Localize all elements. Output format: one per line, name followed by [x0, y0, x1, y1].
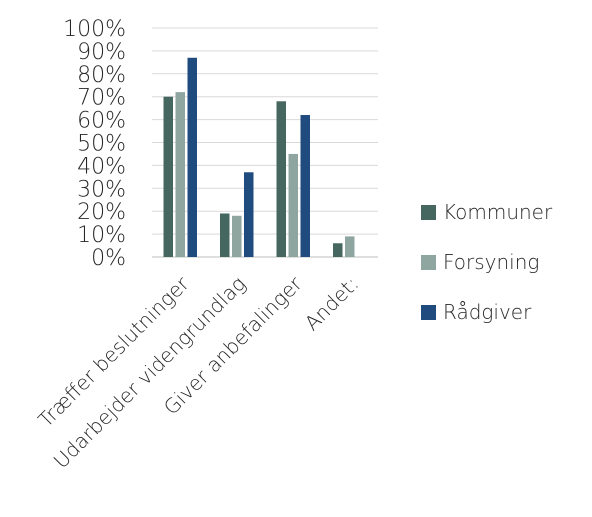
bar	[276, 101, 286, 257]
bar	[232, 215, 242, 257]
y-tick-label: 90%	[77, 40, 126, 65]
bar	[220, 213, 230, 257]
y-tick-label: 60%	[77, 109, 126, 134]
legend-label: Rådgiver	[443, 300, 532, 324]
y-tick-label: 0%	[91, 246, 126, 271]
bar	[163, 96, 173, 257]
y-tick-label: 50%	[77, 132, 126, 157]
gridlines	[152, 27, 378, 258]
y-tick-label: 100%	[63, 17, 126, 42]
y-axis-ticks: 0%10%20%30%40%50%60%70%80%90%100%	[63, 17, 126, 271]
bar	[333, 243, 343, 257]
legend-swatch	[421, 205, 436, 220]
y-tick-label: 80%	[77, 63, 126, 88]
y-tick-label: 40%	[77, 154, 126, 179]
y-tick-label: 70%	[77, 86, 126, 111]
bar	[244, 172, 254, 257]
y-tick-label: 20%	[77, 200, 126, 225]
legend-label: Forsyning	[443, 250, 539, 274]
bars	[163, 57, 355, 258]
bar	[175, 92, 185, 258]
legend: Kommuner Forsyning Rådgiver	[421, 200, 553, 324]
legend-swatch	[421, 255, 436, 270]
bar	[288, 153, 298, 257]
x-category-label: Andet:	[300, 272, 364, 336]
bar	[300, 115, 310, 258]
y-tick-label: 30%	[77, 177, 126, 202]
legend-swatch	[421, 305, 436, 320]
legend-label: Kommuner	[443, 200, 553, 224]
bar	[345, 236, 355, 257]
bar	[187, 57, 197, 257]
y-tick-label: 10%	[77, 223, 126, 248]
